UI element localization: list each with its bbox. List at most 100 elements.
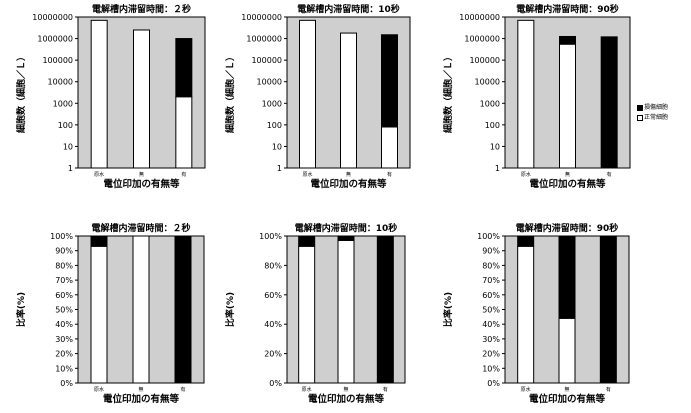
bar-segment-normal: [517, 19, 535, 169]
y-tick-label: 1000: [53, 99, 73, 108]
bar-segment-normal: [90, 19, 108, 169]
x-axis-label: 電位印加の有無等: [529, 178, 606, 190]
y-tick-label: 20%: [55, 350, 73, 359]
y-tick-label: 10: [272, 142, 282, 151]
chart-title: 電解槽内滞留時間：２秒: [92, 3, 191, 15]
y-tick-label: 40%: [55, 320, 73, 329]
bar-segment-normal: [175, 96, 193, 169]
x-axis-label: 電位印加の有無等: [529, 393, 606, 405]
chart-title: 電解槽内滞留時間：10秒: [297, 3, 400, 15]
y-tick-label: 10000000: [459, 13, 500, 22]
y-tick-label: 100%: [477, 232, 500, 241]
y-tick-label: 10%: [55, 364, 73, 373]
bar-segment-normal: [133, 29, 150, 169]
bar-segment-normal: [559, 43, 576, 169]
x-tick-label: 有: [383, 386, 388, 393]
y-tick-label: 90%: [482, 247, 500, 256]
bar-segment-damaged: [175, 38, 193, 98]
y-tick-label: 0%: [60, 379, 73, 388]
bar-segment-damaged: [599, 235, 617, 384]
x-tick-label: 原水: [521, 386, 531, 393]
legend-item-normal: 正常細胞: [637, 113, 668, 123]
y-tick-label: 60%: [55, 291, 73, 300]
y-tick-label: 100: [58, 121, 73, 130]
y-tick-label: 1: [277, 164, 282, 173]
x-tick-label: 原水: [302, 386, 312, 393]
chart-3: 1 10 100 1000 10000 100000 1000000 10000000 原水 無 有…: [442, 3, 631, 190]
y-tick-label: 10000000: [32, 13, 73, 22]
y-tick-label: 1000: [262, 99, 282, 108]
legend-swatch-damaged: [637, 104, 643, 111]
chart-title: 電解槽内滞留時間：10秒: [295, 222, 398, 234]
y-axis-label: 比率(%): [15, 292, 27, 327]
y-axis-label: 比率(%): [224, 292, 236, 327]
x-tick-label: 原水: [302, 171, 312, 178]
chart-1: 1 10 100 1000 10000 100000 1000000 10000000 原水 無 有…: [15, 3, 206, 190]
bar-segment-damaged: [600, 36, 618, 169]
x-tick-label: 有: [387, 171, 392, 178]
y-tick-label: 40%: [482, 320, 500, 329]
y-tick-label: 0%: [487, 379, 500, 388]
bar-segment-damaged: [558, 235, 576, 319]
y-tick-label: 100: [267, 121, 282, 130]
legend-item-damaged: 損傷細胞: [637, 103, 668, 113]
y-tick-label: 1000000: [37, 35, 73, 44]
y-tick-label: 20%: [482, 350, 500, 359]
y-tick-label: 10: [490, 142, 500, 151]
bar-segment-damaged: [376, 235, 394, 384]
y-tick-label: 50%: [55, 306, 73, 315]
chart-title: 電解槽内滞留時間：90秒: [516, 222, 619, 234]
y-tick-label: 80%: [482, 261, 500, 270]
x-tick-label: 無: [565, 171, 570, 178]
y-tick-label: 50%: [482, 306, 500, 315]
x-tick-label: 有: [180, 386, 185, 393]
y-tick-label: 1000000: [464, 35, 500, 44]
bar-segment-normal: [90, 245, 108, 384]
legend-label-damaged: 損傷細胞: [644, 104, 669, 111]
y-tick-label: 90%: [55, 247, 73, 256]
y-tick-label: 100%: [259, 232, 282, 241]
y-tick-label: 1000: [480, 99, 500, 108]
x-tick-label: 無: [346, 171, 351, 178]
bar-segment-damaged: [517, 235, 535, 247]
y-tick-label: 30%: [482, 335, 500, 344]
bar-segment-normal: [517, 245, 535, 384]
y-tick-label: 100000: [42, 56, 73, 65]
bar-segment-normal: [558, 317, 576, 384]
x-tick-label: 有: [181, 171, 186, 178]
y-tick-label: 80%: [264, 261, 282, 270]
x-tick-label: 無: [138, 386, 143, 393]
bar-segment-normal: [299, 19, 316, 169]
y-tick-label: 100000: [251, 56, 282, 65]
bar-segment-damaged: [298, 235, 316, 247]
chart-6: 0% 10% 20% 30% 40% 50% 60% 70% 80% 90% 100% 原水 無 有 電解槽…: [442, 222, 630, 405]
y-tick-label: 70%: [482, 276, 500, 285]
y-axis-label: 細胞数（細胞／Ｌ）: [15, 52, 27, 133]
y-tick-label: 100: [485, 121, 500, 130]
legend-label-normal: 正常細胞: [644, 114, 669, 121]
y-tick-label: 10000: [257, 78, 282, 87]
bar-segment-damaged: [337, 235, 355, 241]
x-axis-label: 電位印加の有無等: [103, 178, 180, 190]
y-tick-label: 1: [68, 164, 73, 173]
y-tick-label: 60%: [482, 291, 500, 300]
x-tick-label: 無: [564, 386, 569, 393]
legend: 損傷細胞 正常細胞: [637, 103, 668, 123]
bar-segment-damaged: [174, 235, 192, 384]
x-tick-label: 原水: [521, 171, 531, 178]
y-tick-label: 80%: [55, 261, 73, 270]
bar-segment-normal: [298, 245, 316, 384]
chart-4: 0% 10% 20% 30% 40% 50% 60% 70% 80% 90% 100% 原水 無 有 電解槽…: [15, 222, 205, 405]
chart-title: 電解槽内滞留時間：２秒: [91, 222, 190, 234]
x-axis-label: 電位印加の有無等: [310, 178, 387, 190]
bar-segment-normal: [132, 235, 150, 384]
y-axis-label: 細胞数（細胞／Ｌ）: [224, 52, 236, 133]
y-tick-label: 20%: [264, 350, 282, 359]
y-tick-label: 70%: [55, 276, 73, 285]
chart-5: 0% 20% 40% 60% 80% 100% 原水 無 有 電解槽内滞留時間：10秒電位印加の有…: [224, 222, 406, 405]
y-tick-label: 10000: [475, 78, 500, 87]
legend-swatch-normal: [637, 114, 643, 121]
y-tick-label: 40%: [264, 320, 282, 329]
chart-2: 1 10 100 1000 10000 100000 1000000 10000000 原水 無 有…: [224, 3, 411, 190]
